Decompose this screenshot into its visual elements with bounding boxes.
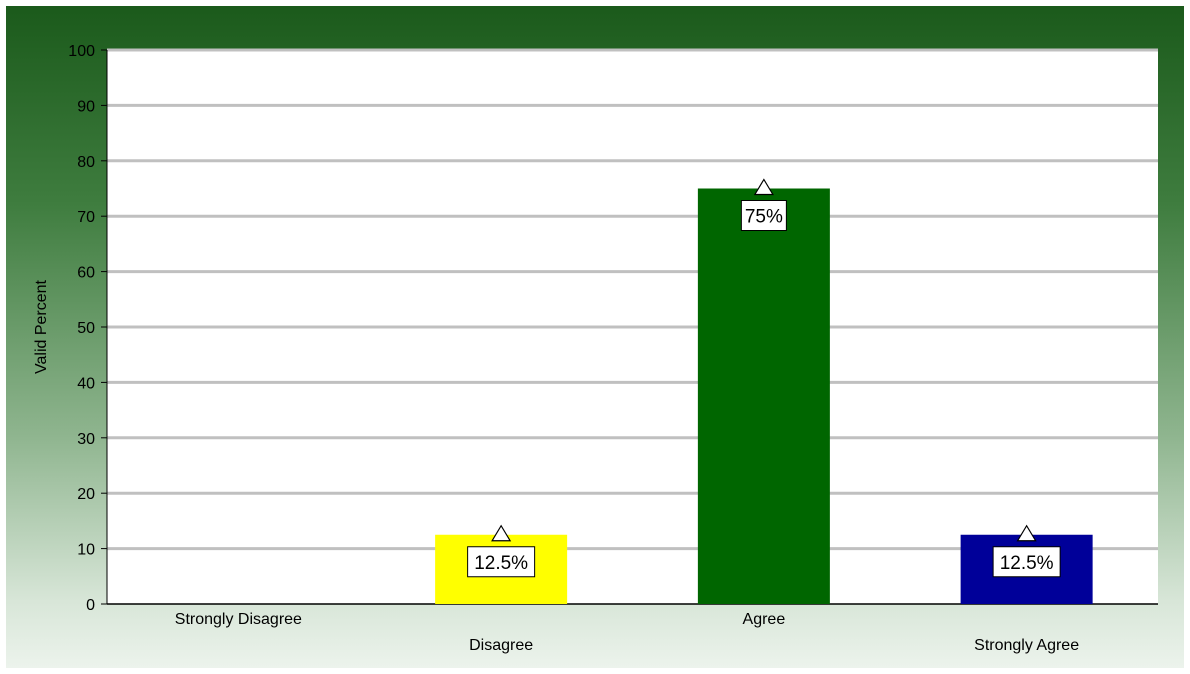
x-category-label: Disagree [469, 637, 533, 654]
data-label-box [992, 546, 1061, 578]
y-tick-label: 90 [77, 98, 95, 115]
y-tick-label: 40 [77, 375, 95, 392]
data-label-box [740, 200, 787, 231]
y-tick-label: 80 [77, 154, 95, 171]
y-tick-label: 70 [77, 209, 95, 226]
x-category-label: Strongly Agree [974, 637, 1079, 654]
y-tick-label: 50 [77, 320, 95, 337]
data-label: 75% [745, 207, 783, 228]
data-label-marker [491, 524, 512, 542]
data-label-box [467, 546, 536, 578]
y-tick-label: 10 [77, 542, 95, 559]
data-label: 12.5% [1000, 553, 1054, 574]
x-category-label: Strongly Disagree [175, 611, 302, 628]
y-tick-label: 20 [77, 486, 95, 503]
bar [697, 188, 830, 604]
data-label-marker [1016, 524, 1037, 542]
y-tick-label: 30 [77, 431, 95, 448]
y-tick-label: 0 [86, 597, 95, 614]
y-tick-label: 60 [77, 265, 95, 282]
y-tick-label: 100 [68, 43, 95, 60]
data-label-marker [753, 178, 774, 196]
x-category-label: Agree [743, 611, 786, 628]
data-label: 12.5% [474, 553, 528, 574]
y-axis-title: Valid Percent [33, 279, 50, 374]
